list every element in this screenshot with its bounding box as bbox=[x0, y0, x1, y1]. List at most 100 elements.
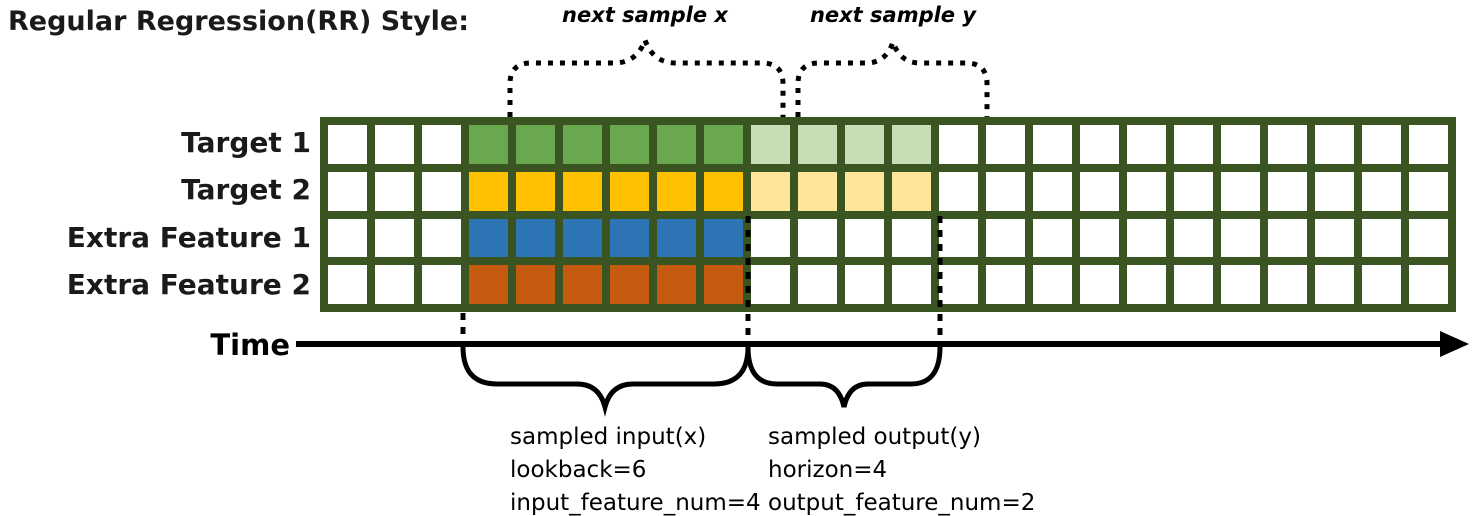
grid-cell bbox=[986, 265, 1025, 304]
sampled-output-brace bbox=[745, 344, 943, 408]
grid-cell bbox=[469, 125, 508, 164]
grid-cell bbox=[845, 171, 884, 211]
grid-cell bbox=[1268, 265, 1307, 304]
grid-cell bbox=[1033, 265, 1072, 304]
grid-cell bbox=[1221, 125, 1260, 164]
grid-cell bbox=[1315, 218, 1354, 258]
grid-cell bbox=[375, 125, 414, 164]
grid-cell bbox=[563, 265, 602, 304]
grid-cell bbox=[1080, 265, 1119, 304]
grid-cell bbox=[1080, 125, 1119, 164]
time-arrow-head bbox=[1440, 331, 1469, 357]
grid-cell bbox=[1033, 218, 1072, 258]
grid-cell bbox=[657, 265, 696, 304]
grid-cell bbox=[845, 125, 884, 164]
grid-cell bbox=[845, 265, 884, 304]
grid-cell bbox=[751, 171, 790, 211]
grid-cell bbox=[375, 218, 414, 258]
input-feature-num-value: input_feature_num=4 bbox=[510, 490, 761, 516]
grid-cell bbox=[1127, 265, 1166, 304]
grid-cell bbox=[1315, 171, 1354, 211]
grid-cell bbox=[798, 171, 837, 211]
grid-cell bbox=[939, 218, 978, 258]
grid-cell bbox=[610, 265, 649, 304]
grid-cell bbox=[1362, 125, 1401, 164]
grid-cell bbox=[798, 265, 837, 304]
grid-cell bbox=[516, 218, 555, 258]
grid-cell bbox=[610, 125, 649, 164]
grid-cell bbox=[892, 265, 931, 304]
grid-cell bbox=[1127, 218, 1166, 258]
grid-cell bbox=[704, 125, 743, 164]
grid-cell bbox=[1033, 125, 1072, 164]
grid-cell bbox=[1174, 125, 1213, 164]
sampled-input-title: sampled input(x) bbox=[510, 424, 707, 450]
grid-cell bbox=[1127, 171, 1166, 211]
grid-cell bbox=[657, 125, 696, 164]
grid-cell bbox=[469, 218, 508, 258]
grid-cell bbox=[657, 171, 696, 211]
grid-cell bbox=[469, 171, 508, 211]
grid-cell bbox=[328, 265, 367, 304]
grid-cell bbox=[939, 125, 978, 164]
grid-cell bbox=[610, 218, 649, 258]
grid-cell bbox=[1221, 171, 1260, 211]
grid-cell bbox=[422, 218, 461, 258]
grid-cell bbox=[516, 171, 555, 211]
grid-cell bbox=[1268, 171, 1307, 211]
grid-cell bbox=[704, 218, 743, 258]
grid-cell bbox=[328, 125, 367, 164]
grid-cell bbox=[986, 171, 1025, 211]
grid-cell bbox=[1409, 218, 1448, 258]
grid-cell bbox=[1409, 171, 1448, 211]
next-sample-x-label: next sample x bbox=[562, 3, 728, 27]
grid-cell bbox=[375, 171, 414, 211]
next-sample-x-brace bbox=[507, 32, 786, 117]
grid-cell bbox=[751, 125, 790, 164]
sampled-input-brace bbox=[460, 344, 751, 417]
grid-cell bbox=[939, 171, 978, 211]
grid-cell bbox=[1033, 171, 1072, 211]
grid-cell bbox=[469, 265, 508, 304]
grid-cell bbox=[892, 125, 931, 164]
grid-cell bbox=[516, 265, 555, 304]
grid-cell bbox=[1174, 265, 1213, 304]
grid-cell bbox=[1080, 171, 1119, 211]
grid-cell bbox=[375, 265, 414, 304]
grid-cell bbox=[563, 171, 602, 211]
grid-cell bbox=[704, 171, 743, 211]
grid-cell bbox=[986, 125, 1025, 164]
grid-cell bbox=[1409, 125, 1448, 164]
page-title: Regular Regression(RR) Style: bbox=[8, 6, 470, 37]
sampled-output-annotation: sampled output(y) horizon=4 output_featu… bbox=[768, 421, 1035, 516]
grid-cell bbox=[892, 171, 931, 211]
row-label-target-1: Target 1 bbox=[181, 126, 311, 159]
row-label-target-2: Target 2 bbox=[181, 173, 311, 206]
grid-cell bbox=[563, 125, 602, 164]
next-sample-y-brace bbox=[795, 34, 990, 117]
grid-cell bbox=[1409, 265, 1448, 304]
grid-cell bbox=[1221, 218, 1260, 258]
grid-cell bbox=[422, 171, 461, 211]
sampled-input-annotation: sampled input(x) lookback=6 input_featur… bbox=[510, 421, 761, 516]
grid-cell bbox=[798, 125, 837, 164]
grid-cell bbox=[1362, 171, 1401, 211]
grid-cell bbox=[798, 218, 837, 258]
grid-cell bbox=[657, 218, 696, 258]
grid-cell bbox=[328, 218, 367, 258]
grid-cell bbox=[1174, 218, 1213, 258]
row-label-extra-feature-2: Extra Feature 2 bbox=[66, 268, 311, 301]
grid-cell bbox=[892, 218, 931, 258]
grid-cell bbox=[422, 265, 461, 304]
grid-cell bbox=[1174, 171, 1213, 211]
grid-cell bbox=[1268, 125, 1307, 164]
horizon-value: horizon=4 bbox=[768, 457, 888, 483]
sampled-output-title: sampled output(y) bbox=[768, 424, 981, 450]
grid-cell bbox=[1362, 265, 1401, 304]
grid-cell bbox=[516, 125, 555, 164]
grid-cell bbox=[704, 265, 743, 304]
grid-cell bbox=[328, 171, 367, 211]
grid-cell bbox=[751, 265, 790, 304]
grid-cell bbox=[1080, 218, 1119, 258]
